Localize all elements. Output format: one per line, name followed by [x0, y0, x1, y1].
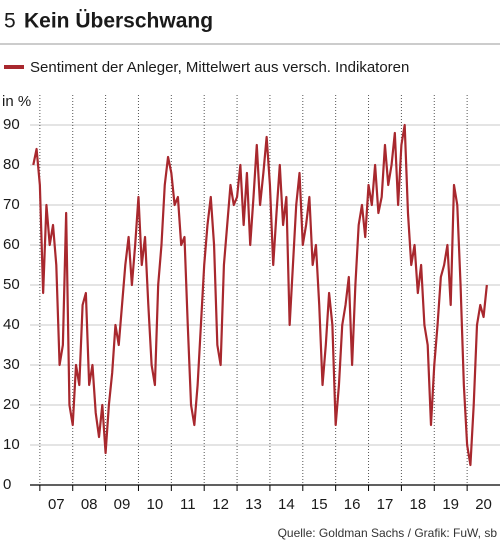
x-tick-label: 13 — [245, 496, 262, 513]
x-tick-label: 12 — [212, 496, 229, 513]
x-tick-label: 16 — [344, 496, 361, 513]
x-tick-label: 19 — [442, 496, 459, 513]
x-tick-label: 11 — [180, 496, 196, 513]
chart-title: Kein Überschwang — [24, 10, 213, 33]
y-tick-label: 50 — [3, 276, 20, 293]
y-tick-label: 40 — [3, 316, 20, 333]
y-tick-label: 70 — [3, 196, 20, 213]
chart-number: 5 — [4, 10, 16, 33]
series-line — [32, 123, 488, 467]
y-axis-label: in % — [2, 93, 31, 110]
y-tick-label: 10 — [3, 436, 20, 453]
x-tick-label: 18 — [409, 496, 426, 513]
x-tick-label: 15 — [311, 496, 328, 513]
y-tick-label: 0 — [3, 476, 11, 493]
x-tick-label: 07 — [48, 496, 65, 513]
x-tick-label: 10 — [147, 496, 164, 513]
y-tick-label: 90 — [3, 116, 20, 133]
x-tick-label: 14 — [278, 496, 295, 513]
y-tick-label: 30 — [3, 356, 20, 373]
x-tick-label: 20 — [475, 496, 492, 513]
y-tick-label: 20 — [3, 396, 20, 413]
y-tick-label: 60 — [3, 236, 20, 253]
legend-label: Sentiment der Anleger, Mittelwert aus ve… — [30, 59, 409, 76]
x-tick-label: 17 — [377, 496, 394, 513]
y-tick-label: 80 — [3, 156, 20, 173]
source: Quelle: Goldman Sachs / Grafik: FuW, sb — [278, 526, 498, 540]
x-tick-label: 08 — [81, 496, 98, 513]
x-tick-label: 09 — [114, 496, 131, 513]
